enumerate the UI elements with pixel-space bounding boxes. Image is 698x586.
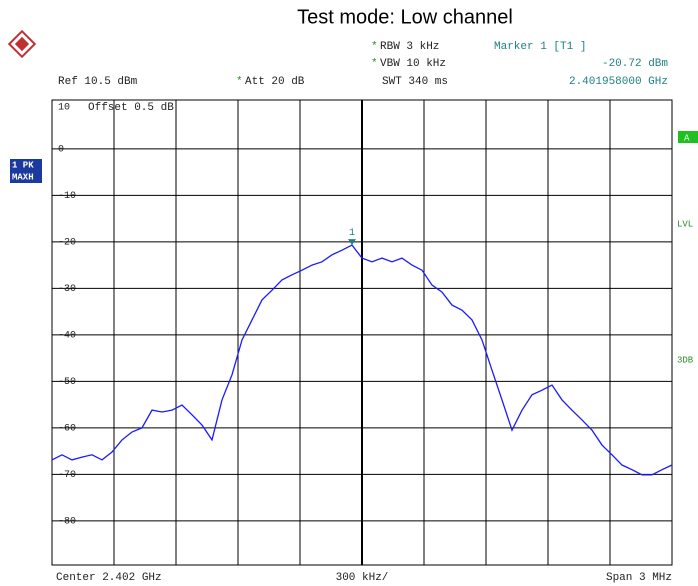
v-grid bbox=[113, 100, 611, 565]
ref-level: Ref 10.5 dBm bbox=[58, 76, 138, 88]
logo bbox=[7, 29, 37, 59]
trace-label: MAXH bbox=[12, 172, 34, 182]
marker-label: 1 bbox=[349, 228, 355, 239]
star: * bbox=[371, 58, 378, 70]
chart-title: Test mode: Low channel bbox=[297, 6, 513, 28]
y-tick-label: -10 bbox=[58, 191, 76, 202]
y-tick-label: -40 bbox=[58, 330, 76, 341]
rbw: RBW 3 kHz bbox=[380, 41, 439, 53]
y-tick-label: -80 bbox=[58, 516, 76, 527]
badge bbox=[678, 131, 698, 143]
y-tick-label: -50 bbox=[58, 377, 76, 388]
star: * bbox=[371, 41, 378, 53]
star: * bbox=[236, 76, 243, 88]
div: 300 kHz/ bbox=[336, 572, 389, 584]
marker-freq: 2.401958000 GHz bbox=[569, 76, 668, 88]
trace-label: 1 PK bbox=[12, 160, 34, 170]
trace bbox=[51, 244, 673, 476]
marker-level: -20.72 dBm bbox=[602, 58, 668, 70]
side-label: 3DB bbox=[677, 355, 694, 365]
y-tick-label: -70 bbox=[58, 470, 76, 481]
y-tick-label: -60 bbox=[58, 423, 76, 434]
offset: Offset 0.5 dB bbox=[88, 102, 174, 114]
y-tick-label: -30 bbox=[58, 284, 76, 295]
side-label: A bbox=[684, 133, 690, 143]
span: Span 3 MHz bbox=[606, 572, 672, 584]
y-tick-label: 10 bbox=[58, 103, 70, 114]
marker bbox=[348, 239, 356, 246]
center-freq: Center 2.402 GHz bbox=[56, 572, 162, 584]
vbw: VBW 10 kHz bbox=[380, 58, 446, 70]
marker-title: Marker 1 [T1 ] bbox=[494, 41, 586, 53]
swt: SWT 340 ms bbox=[382, 76, 448, 88]
y-tick-label: -20 bbox=[58, 237, 76, 248]
trace-badge bbox=[10, 159, 42, 183]
att: Att 20 dB bbox=[245, 76, 305, 88]
y-tick-label: 0 bbox=[58, 144, 64, 155]
side-label: LVL bbox=[677, 219, 693, 229]
